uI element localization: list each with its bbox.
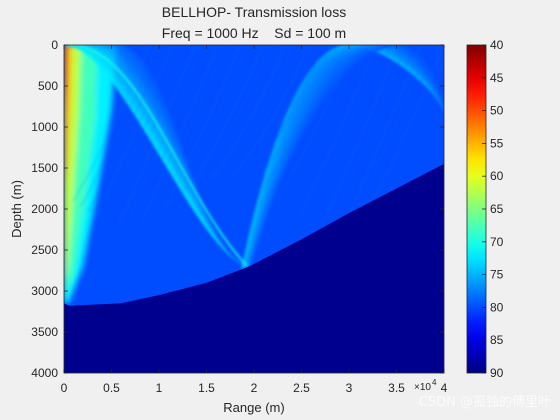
x-axis: 0 0.5 1 1.5 2 2.5 3 3.5 4 [61,45,448,395]
ray-striation [156,45,233,215]
chart-title-group: BELLHOP- Transmission loss Freq = 1000 H… [162,4,346,41]
ray-striation [284,45,362,206]
ray-field [64,45,444,304]
ray-striation [337,45,415,225]
ray-striation [307,45,384,220]
x-tick-label: 0.5 [103,381,120,395]
ray-caustic [65,45,249,268]
plot-area [64,45,444,373]
x-tick-label: 3.5 [388,381,405,395]
y-tick-label: 3500 [31,325,58,339]
ray-striation [216,45,294,178]
ray-striation [254,45,332,185]
y-tick-label: 500 [38,79,58,93]
x-multiplier-base: ×10 [414,382,431,393]
ray-striation [345,45,422,224]
x-tick-label: 1 [156,381,163,395]
ray-striation [246,45,324,181]
chart-title: BELLHOP- Transmission loss [162,4,346,20]
ray-striation [88,45,165,212]
y-tick-label: 4000 [31,366,58,380]
ray-striation [231,45,309,177]
watermark: CSDN @孤独的傅里叶 [419,394,551,410]
ray-striation [171,45,248,205]
y-tick-label: 1500 [31,161,58,175]
ray-striation [110,45,188,224]
y-tick-label: 0 [51,38,58,52]
ray-striation [194,45,271,189]
colorbar-tick-label: 90 [490,366,504,380]
x-tick-label: 1.5 [198,381,215,395]
x-tick-label: 4 [441,381,448,395]
y-tick-label: 2000 [31,202,58,216]
x-tick-label: 2.5 [293,381,310,395]
x-multiplier-exponent: 4 [432,378,437,387]
x-axis-multiplier: ×10 4 [414,378,437,393]
ray-striation [239,45,316,179]
ray-striation [262,45,339,189]
colorbar-ticks: 40 45 50 55 60 65 70 75 80 85 90 [482,38,504,380]
colorbar-tick-label: 45 [490,71,504,85]
ray-striation [314,45,392,223]
x-axis-label: Range (m) [223,400,284,415]
colorbar-tick-label: 80 [490,300,504,314]
colorbar-tick-label: 55 [490,136,504,150]
y-axis: 0 500 1000 1500 2000 2500 3000 3500 4000 [31,38,444,380]
ray-striation [73,45,150,201]
ray-striation [186,45,264,194]
ray-striation [141,45,218,223]
ray-down [118,45,248,267]
ray-striation [133,45,211,225]
seabed-region [64,163,444,373]
ray-striation [201,45,279,184]
ray-striation [80,45,158,207]
x-tick-label: 0 [61,381,68,395]
ray-striation [95,45,173,217]
colorbar-tick-label: 85 [490,333,504,347]
colorbar-tick-label: 65 [490,202,504,216]
ray-striation [209,45,286,181]
ray-striation [118,45,196,226]
ray-striation [103,45,180,221]
ray-striation [224,45,301,177]
y-tick-label: 3000 [31,284,58,298]
near-source-wash [64,45,117,304]
ray-striation [329,45,407,226]
ray-striation [322,45,399,225]
y-tick-label: 2500 [31,243,58,257]
ray-striation [277,45,354,200]
ray-striation [292,45,369,211]
ray-striation [352,45,430,220]
y-tick-label: 1000 [31,120,58,134]
ray-up [252,45,444,264]
ray-striation [269,45,347,195]
colorbar-tick-label: 75 [490,268,504,282]
colorbar-tick-label: 40 [490,38,504,52]
y-axis-label: Depth (m) [9,180,24,238]
colorbar-tick-label: 60 [490,169,504,183]
x-tick-label: 2 [251,381,258,395]
ray-bundle [65,45,444,270]
ray-striation [299,45,377,216]
ray-striation [163,45,241,210]
colorbar: 40 45 50 55 60 65 70 75 80 85 90 [466,38,504,380]
wash-layer [64,45,67,111]
ray-striation [360,45,437,216]
ray-striation [367,45,444,212]
ray-striation [126,45,203,226]
colorbar-tick-label: 70 [490,235,504,249]
chart-subtitle: Freq = 1000 Hz Sd = 100 m [162,25,346,41]
x-tick-label: 3 [346,381,353,395]
ray-striation [148,45,226,220]
colorbar-tick-label: 50 [490,104,504,118]
